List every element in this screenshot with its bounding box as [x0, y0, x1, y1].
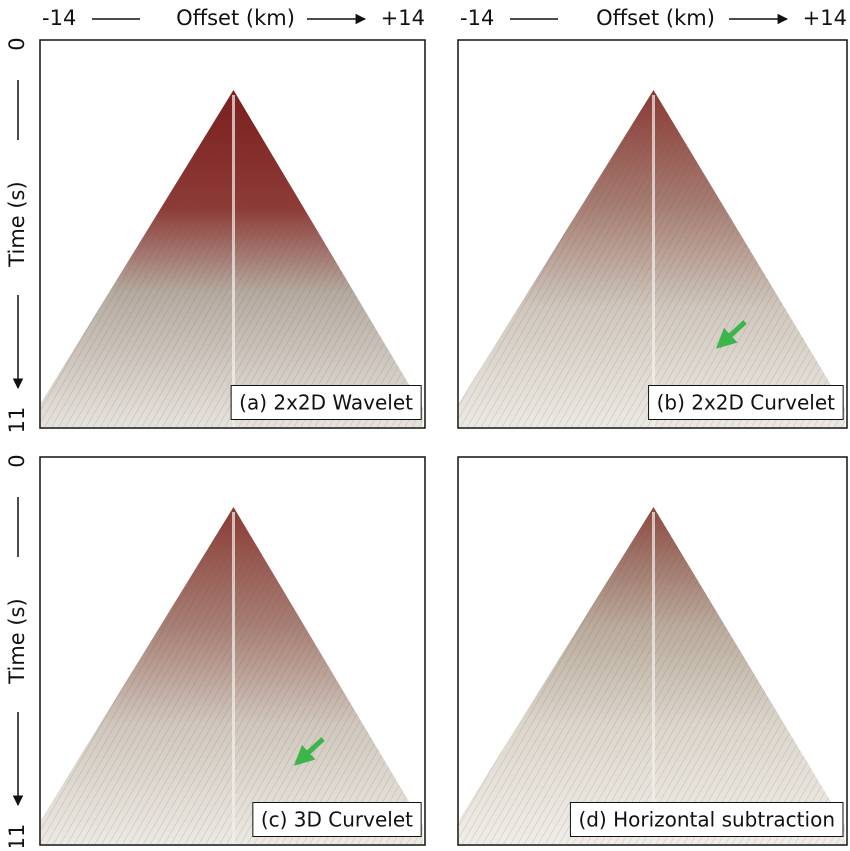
panel: (d) Horizontal subtraction — [458, 457, 847, 845]
time-min-label: 0 — [5, 454, 29, 467]
panel-caption: (c) 3D Curvelet — [261, 808, 413, 832]
panel: (b) 2x2D Curvelet — [458, 40, 847, 428]
time-max-label: 11 — [5, 824, 29, 847]
offset-axis-title: Offset (km) — [596, 6, 715, 30]
panel: (a) 2x2D Wavelet — [40, 40, 425, 428]
time-axis-title: Time (s) — [5, 598, 29, 684]
offset-max-label: +14 — [381, 6, 425, 30]
time-max-label: 11 — [5, 407, 29, 434]
time-axis-title: Time (s) — [5, 181, 29, 267]
offset-max-label: +14 — [803, 6, 847, 30]
offset-min-label: -14 — [42, 6, 76, 30]
panel-caption: (b) 2x2D Curvelet — [657, 391, 836, 415]
offset-min-label: -14 — [460, 6, 494, 30]
offset-axis-title: Offset (km) — [176, 6, 295, 30]
panel-caption: (a) 2x2D Wavelet — [239, 391, 413, 415]
panel-caption: (d) Horizontal subtraction — [578, 808, 835, 832]
figure: -14 Offset (km) +14 -14 Offset (km) +14 0 Time … — [0, 0, 850, 847]
time-min-label: 0 — [5, 37, 29, 50]
panel: (c) 3D Curvelet — [40, 457, 425, 845]
